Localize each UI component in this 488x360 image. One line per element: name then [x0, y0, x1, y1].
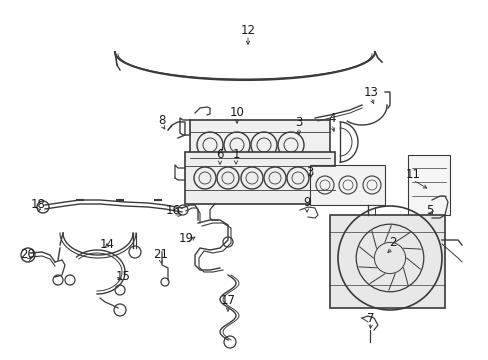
Text: 18: 18	[30, 198, 45, 211]
Polygon shape	[329, 215, 444, 308]
Text: 1: 1	[232, 148, 239, 162]
Text: 20: 20	[20, 248, 35, 261]
Text: 7: 7	[366, 311, 374, 324]
Text: 19: 19	[178, 231, 193, 244]
Text: 5: 5	[426, 203, 433, 216]
Text: 15: 15	[115, 270, 130, 284]
Text: 4: 4	[327, 112, 335, 126]
Polygon shape	[407, 155, 449, 215]
Text: 3: 3	[295, 116, 302, 129]
Text: 12: 12	[240, 23, 255, 36]
Text: 14: 14	[99, 238, 114, 252]
Text: 16: 16	[165, 203, 180, 216]
Text: 3: 3	[305, 166, 313, 179]
Text: 2: 2	[388, 237, 396, 249]
Text: 21: 21	[153, 248, 168, 261]
Text: 6: 6	[216, 148, 224, 162]
Text: 9: 9	[303, 197, 310, 210]
Text: 11: 11	[405, 168, 420, 181]
Polygon shape	[184, 152, 334, 204]
Text: 10: 10	[229, 105, 244, 118]
Text: 13: 13	[363, 85, 378, 99]
Text: 8: 8	[158, 113, 165, 126]
Polygon shape	[309, 165, 384, 205]
Text: 17: 17	[220, 293, 235, 306]
Polygon shape	[190, 120, 329, 170]
